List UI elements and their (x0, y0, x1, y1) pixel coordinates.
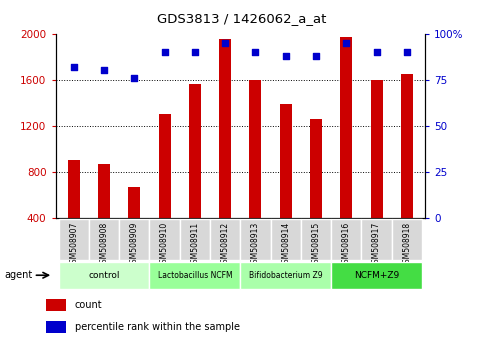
Text: Bifidobacterium Z9: Bifidobacterium Z9 (249, 271, 323, 280)
Text: Lactobacillus NCFM: Lactobacillus NCFM (157, 271, 232, 280)
Bar (68, 160, 80, 218)
Bar (119, 219, 149, 260)
Text: percentile rank within the sample: percentile rank within the sample (75, 322, 240, 332)
Point (161, 49, 169, 55)
Point (70, 64, 78, 70)
Text: GDS3813 / 1426062_a_at: GDS3813 / 1426062_a_at (157, 12, 326, 25)
Text: GSM508917: GSM508917 (372, 222, 381, 268)
Bar (249, 80, 261, 218)
Bar (58, 219, 89, 260)
Bar (210, 219, 241, 260)
Bar (392, 219, 422, 260)
Bar (149, 219, 180, 260)
Bar (241, 219, 270, 260)
Point (373, 49, 381, 55)
Bar (98, 164, 110, 218)
Bar (46, 299, 66, 311)
Bar (361, 219, 392, 260)
Bar (241, 262, 331, 289)
Bar (280, 104, 292, 218)
Text: agent: agent (5, 270, 33, 280)
Point (252, 49, 259, 55)
Text: GSM508909: GSM508909 (130, 222, 139, 268)
Text: GSM508910: GSM508910 (160, 222, 169, 268)
Bar (158, 114, 170, 218)
Bar (401, 74, 413, 218)
Bar (180, 219, 210, 260)
Text: count: count (75, 300, 102, 310)
Point (221, 40, 229, 46)
Point (191, 49, 199, 55)
Text: GSM508916: GSM508916 (342, 222, 351, 268)
Bar (331, 219, 361, 260)
Bar (310, 119, 322, 218)
Point (312, 53, 320, 58)
Point (403, 49, 411, 55)
Bar (270, 219, 301, 260)
Bar (219, 39, 231, 218)
Bar (46, 321, 66, 333)
Text: GSM508913: GSM508913 (251, 222, 260, 268)
Bar (89, 219, 119, 260)
Text: NCFM+Z9: NCFM+Z9 (354, 271, 399, 280)
Text: GSM508907: GSM508907 (69, 222, 78, 268)
Point (130, 75, 138, 81)
Point (282, 53, 290, 58)
Text: GSM508915: GSM508915 (312, 222, 321, 268)
Text: GSM508914: GSM508914 (281, 222, 290, 268)
Bar (149, 262, 241, 289)
Bar (340, 37, 353, 218)
Text: GSM508908: GSM508908 (99, 222, 109, 268)
Point (342, 40, 350, 46)
Text: GSM508918: GSM508918 (402, 222, 412, 268)
Bar (189, 84, 201, 218)
Text: GSM508911: GSM508911 (190, 222, 199, 268)
Text: control: control (88, 271, 120, 280)
Point (100, 68, 108, 73)
Bar (370, 80, 383, 218)
Bar (331, 262, 422, 289)
Bar (128, 187, 141, 218)
Bar (301, 219, 331, 260)
Text: GSM508912: GSM508912 (221, 222, 229, 268)
Bar (58, 262, 149, 289)
